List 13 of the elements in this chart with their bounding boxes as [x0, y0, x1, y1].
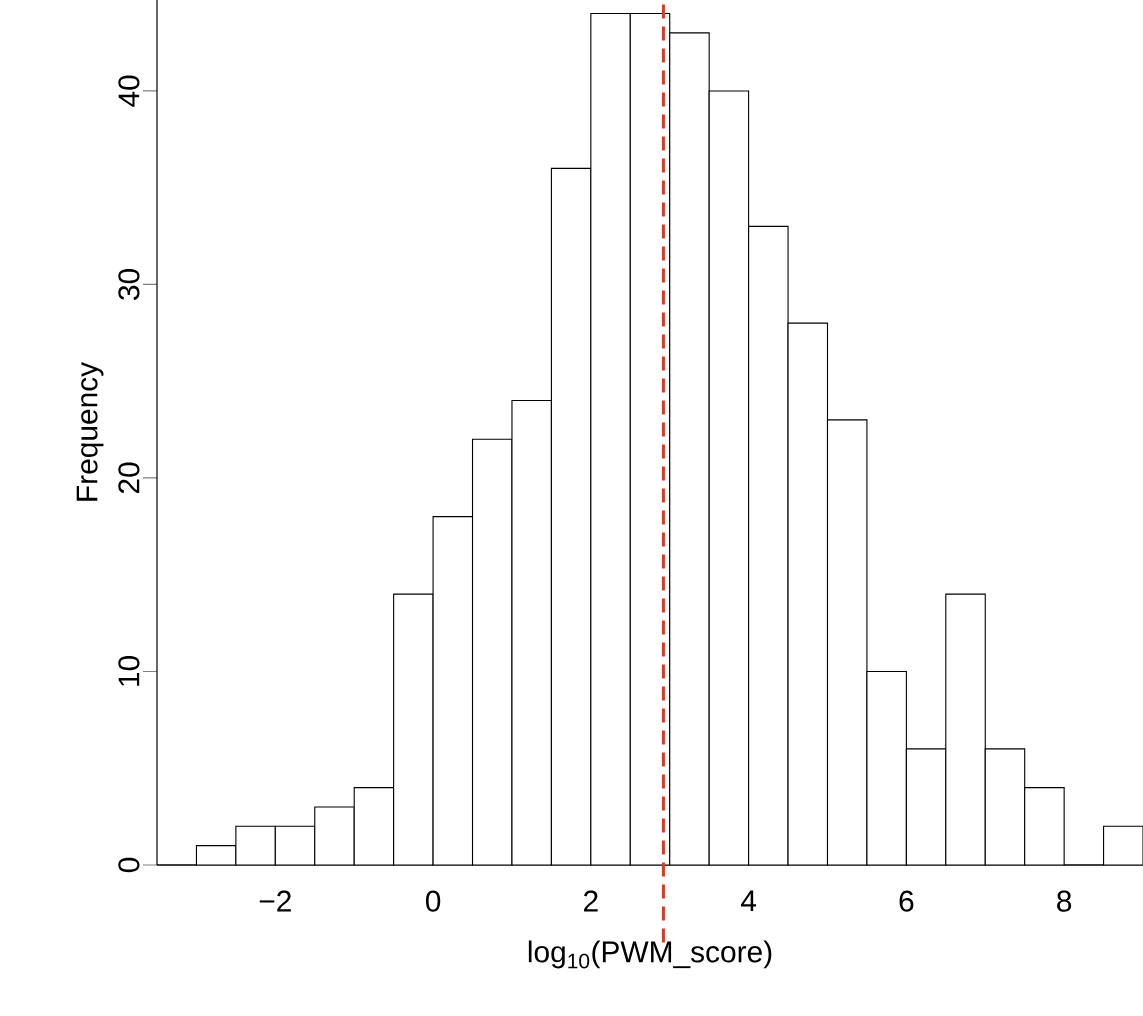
x-tick-label: 8 [1057, 890, 1072, 912]
x-tick-label: 6 [899, 890, 914, 912]
y-axis-title: Frequency [76, 361, 104, 501]
y-tick-label: 0 [118, 857, 140, 873]
y-tick-label: 20 [118, 462, 140, 494]
x-axis-title: log$_{10}$(PWM_score) [528, 940, 772, 969]
x-tick-label: 2 [584, 890, 598, 912]
x-tick-label: 4 [740, 890, 757, 912]
y-tick-label: 30 [118, 269, 140, 300]
y-tick-label: 40 [118, 75, 140, 107]
y-tick-label: 10 [118, 656, 140, 686]
x-tick-label: 0 [425, 890, 441, 912]
x-tick-label: −2 [259, 890, 291, 912]
